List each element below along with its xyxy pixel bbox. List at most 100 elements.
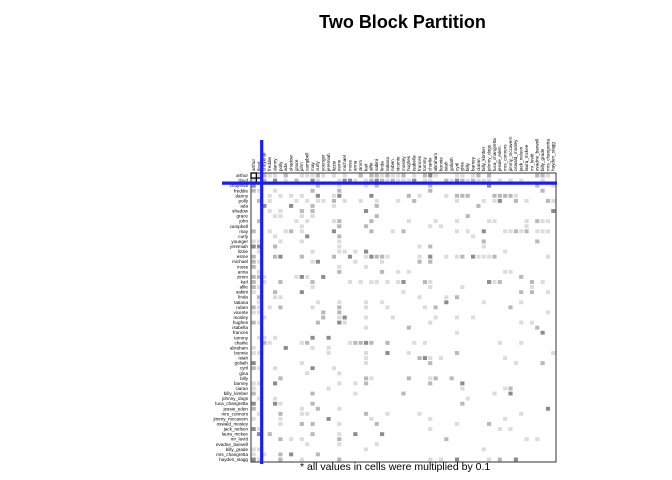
matrix-cell bbox=[417, 193, 422, 198]
matrix-cell bbox=[278, 376, 283, 381]
matrix-cell bbox=[422, 356, 427, 360]
matrix-cell bbox=[417, 356, 422, 360]
matrix-cell bbox=[331, 193, 337, 198]
matrix-cell bbox=[503, 356, 508, 360]
row-label: polly bbox=[239, 198, 249, 203]
matrix-cell bbox=[331, 198, 337, 203]
matrix-cell bbox=[315, 178, 320, 183]
column-label: johnny_dogs bbox=[486, 144, 491, 172]
matrix-cell bbox=[289, 204, 294, 208]
matrix-cell bbox=[374, 183, 379, 188]
row-label: jeremiah bbox=[229, 244, 248, 249]
matrix-cell bbox=[337, 219, 342, 224]
column-label: hayden_stagg bbox=[551, 142, 556, 171]
matrix-cell bbox=[331, 219, 337, 224]
matrix-cell bbox=[310, 209, 315, 213]
matrix-cell bbox=[444, 193, 449, 198]
matrix-cell bbox=[278, 254, 283, 259]
matrix-cell bbox=[385, 280, 390, 284]
matrix-cell bbox=[347, 254, 353, 259]
row-label: chuyendi bbox=[230, 183, 248, 188]
matrix-cell bbox=[535, 437, 540, 442]
matrix-cell bbox=[251, 259, 256, 264]
matrix-cell bbox=[315, 452, 320, 457]
matrix-cell bbox=[305, 275, 310, 279]
column-label: arthur bbox=[251, 159, 256, 171]
row-label: vicente bbox=[233, 310, 248, 315]
matrix-cell bbox=[289, 437, 294, 442]
matrix-cell bbox=[487, 457, 492, 462]
row-label: zimm bbox=[237, 274, 248, 279]
matrix-cell bbox=[273, 178, 278, 183]
matrix-cell bbox=[374, 442, 379, 447]
matrix-cell bbox=[529, 285, 534, 290]
matrix-cell bbox=[385, 173, 390, 178]
matrix-cell bbox=[503, 386, 508, 391]
row-label: mrs_changretta bbox=[216, 452, 248, 457]
matrix-cell bbox=[487, 422, 492, 426]
row-label: curly bbox=[238, 234, 248, 239]
matrix-cell bbox=[385, 351, 390, 355]
matrix-cell bbox=[369, 229, 374, 234]
matrix-cell bbox=[315, 406, 320, 411]
row-label: mrs_connors bbox=[221, 411, 248, 416]
matrix-cell bbox=[331, 229, 337, 234]
matrix-cell bbox=[342, 249, 347, 254]
matrix-cell bbox=[454, 295, 460, 300]
matrix-cell bbox=[251, 305, 256, 310]
matrix-cell bbox=[267, 340, 272, 345]
matrix-cell bbox=[481, 229, 486, 234]
matrix-cell bbox=[470, 173, 476, 178]
matrix-cell bbox=[251, 401, 256, 406]
matrix-cell bbox=[465, 214, 470, 219]
matrix-cell bbox=[513, 193, 518, 198]
matrix-cell bbox=[353, 340, 358, 345]
matrix-cell bbox=[422, 173, 427, 178]
matrix-cell bbox=[390, 178, 395, 183]
column-label: mosley bbox=[401, 156, 406, 171]
matrix-cell bbox=[519, 178, 524, 183]
matrix-cell bbox=[363, 361, 369, 366]
matrix-cell bbox=[428, 244, 433, 249]
matrix-cell bbox=[294, 275, 299, 279]
matrix-cell bbox=[251, 229, 256, 234]
column-label: gina bbox=[460, 162, 465, 171]
matrix-cell bbox=[513, 361, 518, 366]
matrix-cell bbox=[385, 178, 390, 183]
matrix-cell bbox=[551, 198, 556, 203]
matrix-cell bbox=[545, 254, 551, 259]
matrix-cell bbox=[363, 340, 369, 345]
matrix-cell bbox=[401, 178, 406, 183]
matrix-cell bbox=[363, 264, 369, 269]
matrix-cell bbox=[278, 214, 283, 219]
matrix-cell bbox=[358, 173, 363, 178]
matrix-cell bbox=[299, 239, 304, 244]
matrix-cell bbox=[401, 280, 406, 284]
column-label: goliath bbox=[449, 157, 454, 171]
matrix-cell bbox=[519, 229, 524, 234]
matrix-cell bbox=[406, 376, 411, 381]
matrix-cell bbox=[337, 422, 342, 426]
matrix-cell bbox=[278, 193, 283, 198]
matrix-cell bbox=[256, 275, 262, 279]
matrix-cell bbox=[454, 457, 460, 462]
matrix-cell bbox=[390, 315, 395, 320]
matrix-cell bbox=[315, 183, 320, 188]
matrix-cell bbox=[369, 376, 374, 381]
matrix-cell bbox=[256, 219, 262, 224]
matrix-cell bbox=[545, 290, 551, 295]
matrix-cell bbox=[256, 198, 262, 203]
matrix-cell bbox=[460, 386, 465, 391]
matrix-cell bbox=[535, 239, 540, 244]
row-label: may bbox=[239, 229, 248, 234]
matrix-cell bbox=[299, 275, 304, 279]
matrix-cell bbox=[337, 269, 342, 274]
matrix-cell bbox=[524, 219, 529, 224]
matrix-cell bbox=[492, 219, 497, 224]
matrix-cell bbox=[353, 391, 358, 396]
column-label: jeremiah bbox=[326, 153, 331, 172]
matrix-cell bbox=[503, 416, 508, 421]
matrix-cell bbox=[519, 290, 524, 295]
matrix-cell bbox=[289, 229, 294, 234]
matrix-cell bbox=[337, 371, 342, 376]
